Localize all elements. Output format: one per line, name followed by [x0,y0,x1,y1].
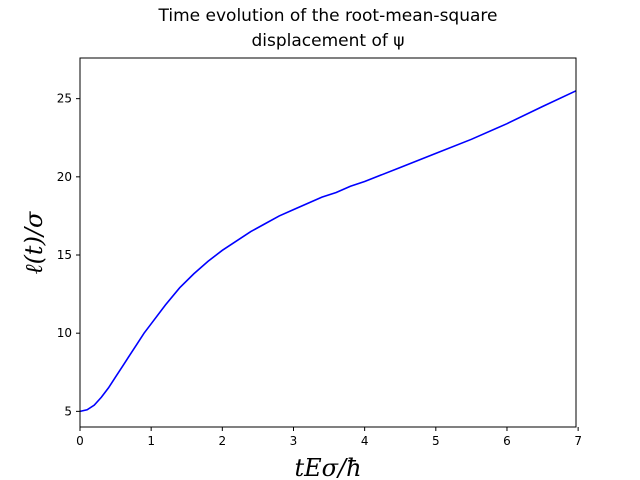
plot-frame [79,57,577,428]
y-axis-label: ℓ(t)/σ [20,211,48,274]
x-tick-label: 7 [574,434,582,448]
x-tick-label: 6 [503,434,511,448]
x-axis: 0 1 2 3 4 5 6 7 [76,427,582,448]
y-tick-label: 15 [57,248,72,262]
chart-title-line-2: displacement of ψ [252,31,405,51]
y-axis: 5 10 15 20 25 [57,92,80,418]
y-tick-label: 5 [64,404,72,418]
chart-title-line-1: Time evolution of the root-mean-square [158,6,498,26]
x-axis-label: tEσ/ħ [294,454,361,480]
y-tick-label: 25 [57,92,72,106]
x-tick-label: 0 [76,434,84,448]
series-line [79,90,577,413]
x-tick-label: 3 [290,434,298,448]
x-tick-label: 2 [219,434,227,448]
x-tick-label: 4 [361,434,369,448]
x-tick-label: 1 [147,434,155,448]
x-tick-label: 5 [432,434,440,448]
y-tick-label: 10 [57,326,72,340]
y-tick-label: 20 [57,170,72,184]
